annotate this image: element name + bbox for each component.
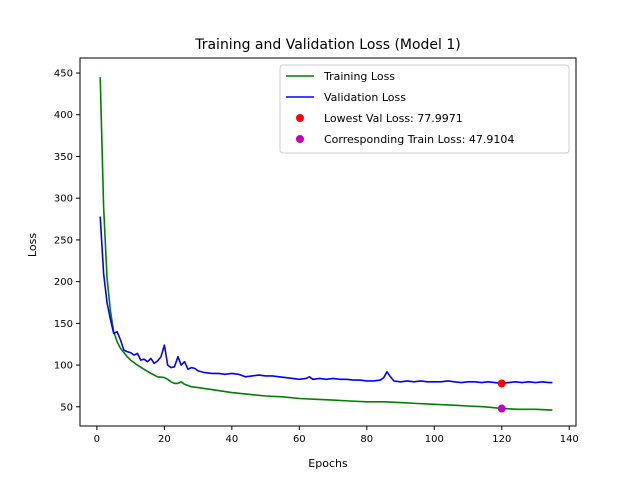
y-tick-label: 250 (54, 235, 73, 246)
plot-frame (79, 57, 577, 427)
legend-swatch (296, 114, 304, 122)
legend-entry: Lowest Val Loss: 77.9971 (324, 112, 463, 125)
y-tick-label: 350 (54, 152, 73, 163)
y-tick-label: 150 (54, 319, 73, 330)
corresponding-train-loss-marker (497, 404, 506, 413)
y-tick-label: 200 (54, 277, 73, 288)
legend-entry: Corresponding Train Loss: 47.9104 (324, 133, 514, 146)
marker-layer (497, 379, 506, 413)
legend-entry: Training Loss (323, 70, 395, 83)
x-tick-label: 0 (94, 434, 100, 445)
y-tick-label: 400 (54, 110, 73, 121)
y-tick-label: 300 (54, 194, 73, 205)
legend-box (279, 64, 570, 154)
x-tick-label: 20 (158, 434, 171, 445)
lowest-val-loss-marker (497, 379, 506, 388)
y-tick-label: 50 (60, 402, 73, 413)
legend-entry: Validation Loss (324, 91, 406, 104)
legend-swatch (296, 135, 304, 143)
x-tick-label: 140 (560, 434, 579, 445)
x-tick-label: 120 (492, 434, 511, 445)
tick-layer: 0 20 40 60 80 100 120 140 50 100 150 200 250 300 350 40… (54, 69, 579, 445)
series-line-training-loss (99, 77, 553, 411)
y-axis-label: Loss (26, 233, 39, 257)
x-tick-label: 100 (425, 434, 444, 445)
x-tick-label: 40 (225, 434, 238, 445)
x-axis-label: Epochs (308, 457, 348, 470)
chart-title: Training and Validation Loss (Model 1) (194, 37, 461, 53)
x-tick-label: 60 (293, 434, 306, 445)
y-tick-label: 100 (54, 361, 73, 372)
legend: Training Loss Validation Loss Lowest Val L… (279, 64, 570, 154)
series-line-validation-loss (99, 216, 553, 385)
x-tick-label: 80 (360, 434, 373, 445)
series-layer (99, 77, 553, 411)
y-tick-label: 450 (54, 69, 73, 80)
